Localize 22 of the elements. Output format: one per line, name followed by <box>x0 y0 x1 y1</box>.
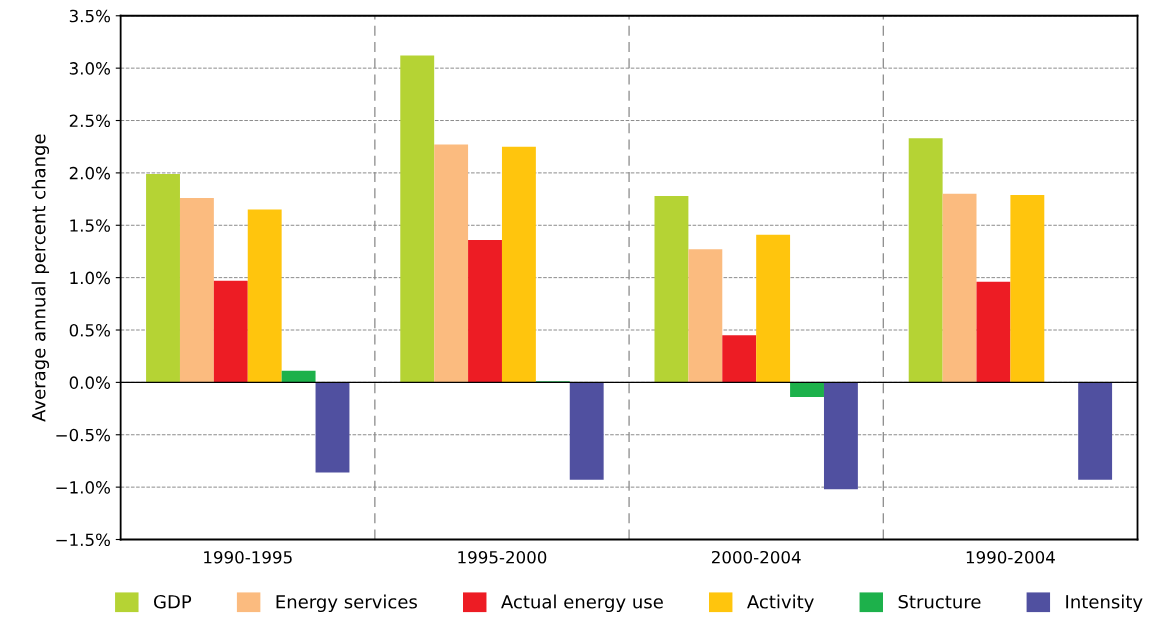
y-tick-label: 2.5% <box>69 114 110 128</box>
x-tick-label: 1990-1995 <box>204 550 292 564</box>
x-tick-label: 1995-2000 <box>458 550 547 564</box>
x-tick-label: 2000-2004 <box>711 550 801 564</box>
y-tick-label: 1.0% <box>70 271 110 285</box>
legend-label: Structure <box>898 594 981 609</box>
y-axis-title: Average annual percent change <box>31 134 50 422</box>
x-tick-label: 1990-2004 <box>966 550 1055 564</box>
y-tick-label: −0.5% <box>56 428 110 442</box>
y-tick-label: 0.5% <box>69 323 110 337</box>
y-tick-label: 3.5% <box>69 9 110 23</box>
legend-label: GDP <box>153 594 192 609</box>
legend-label: Actual energy use <box>501 594 663 613</box>
legend-label: Activity <box>747 594 814 613</box>
y-tick-label: −1.5% <box>56 533 110 547</box>
legend-label: Intensity <box>1066 594 1143 613</box>
y-tick-label: 1.5% <box>70 219 110 232</box>
y-tick-label: −1.0% <box>56 481 110 494</box>
legend-label: Energy services <box>276 594 417 613</box>
y-tick-label: 2.0% <box>69 166 110 180</box>
y-tick-label: 0.0% <box>69 376 110 389</box>
y-tick-label: 3.0% <box>69 62 110 75</box>
